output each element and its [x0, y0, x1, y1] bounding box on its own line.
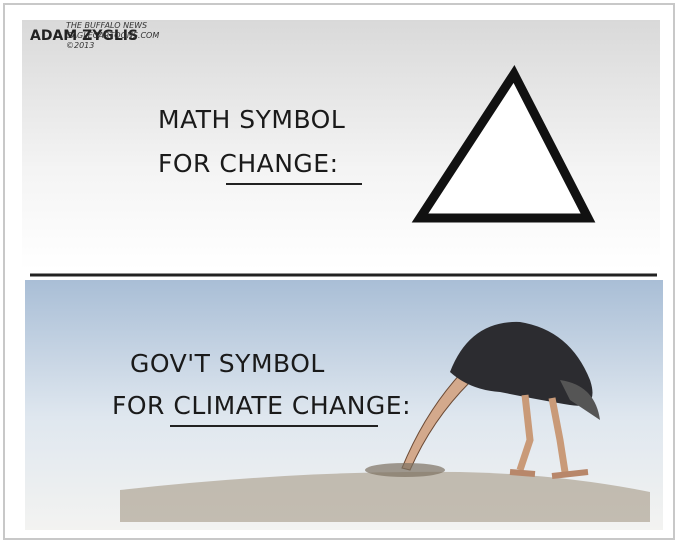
site: CAGLECARTOONS.COM: [66, 31, 159, 40]
caption-line: FOR CLIMATE CHANGE:: [112, 391, 411, 420]
page: ADAM ZYGLIS THE BUFFALO NEWS CAGLECARTOO…: [0, 0, 681, 545]
top-panel: [22, 20, 660, 270]
copyright: ©2013: [66, 41, 94, 50]
caption-line: MATH SYMBOL: [158, 105, 345, 134]
caption-line: FOR CHANGE:: [158, 149, 339, 178]
caption-line: GOV'T SYMBOL: [130, 349, 325, 378]
cartoon: ADAM ZYGLIS THE BUFFALO NEWS CAGLECARTOO…: [0, 0, 681, 545]
publisher: THE BUFFALO NEWS: [66, 21, 147, 30]
